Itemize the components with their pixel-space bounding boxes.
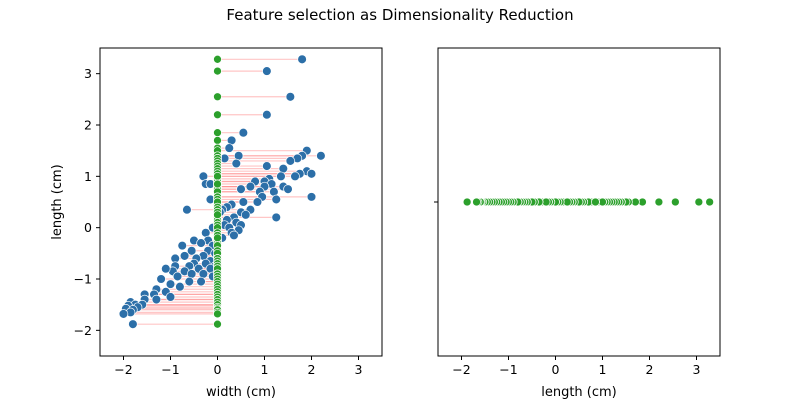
data-point-projected [213, 136, 222, 145]
axes-left: −2 −1 0 1 2 3 −2 −1 0 1 2 3 width (cm) length (cm) [50, 47, 383, 400]
y-tick-label: 2 [84, 118, 92, 133]
x-tick-label: 2 [646, 362, 654, 377]
data-point-original [252, 197, 263, 207]
axes-right-ticks: −2 −1 0 1 2 3 [434, 201, 701, 377]
data-point-original [306, 192, 317, 202]
x-tick-label: 0 [552, 362, 560, 377]
data-point-projected [213, 54, 222, 64]
x-tick-label: 1 [599, 362, 607, 377]
data-point-1d [654, 197, 664, 207]
data-point-original [283, 184, 293, 194]
data-point-original [151, 294, 162, 305]
data-point-original [182, 204, 192, 215]
axes-right: −2 −1 0 1 2 3 length (cm) [434, 47, 721, 400]
data-point-1d [462, 197, 472, 207]
data-point-1d [670, 197, 680, 207]
data-point-original [165, 292, 176, 302]
x-tick-label: 0 [214, 362, 222, 377]
data-point-original [236, 184, 246, 194]
data-point-original [179, 251, 190, 261]
x-axis-label-right: length (cm) [541, 385, 617, 400]
data-point-original [172, 271, 183, 282]
data-point-original [156, 274, 166, 284]
axes-left-frame [99, 47, 383, 357]
axes-left-ticks: −2 −1 0 1 2 3 −2 −1 0 1 2 3 [74, 66, 363, 377]
data-point-original [196, 276, 206, 287]
data-point-original [262, 66, 272, 76]
data-point-1d [705, 197, 715, 207]
data-point-projected [213, 128, 222, 138]
data-point-1d [472, 197, 481, 207]
data-point-original [262, 109, 272, 120]
data-point-original [177, 240, 188, 251]
data-point-original [161, 263, 171, 274]
data-point-projected [213, 319, 222, 329]
data-point-original [276, 171, 286, 182]
data-point-1d [591, 197, 600, 207]
data-point-original [285, 92, 296, 102]
data-point-projected [213, 233, 222, 243]
x-axis-label-left: width (cm) [206, 385, 276, 400]
data-point-projected [213, 179, 222, 189]
y-tick-label: 1 [84, 169, 92, 184]
data-point-projected [213, 171, 222, 181]
y-tick-label: −2 [74, 323, 92, 338]
x-tick-label: −2 [114, 362, 132, 377]
data-point-original [128, 319, 138, 329]
data-point-original [238, 197, 249, 207]
data-point-original [240, 210, 251, 220]
x-tick-label: 2 [308, 362, 316, 377]
x-tick-label: 3 [355, 362, 363, 377]
data-point-original [262, 161, 272, 171]
data-point-original [285, 156, 296, 166]
data-point-original [118, 309, 129, 319]
data-point-original [196, 238, 206, 248]
data-point-original [306, 169, 317, 179]
x-tick-label: 3 [693, 362, 701, 377]
data-point-original [229, 230, 239, 241]
y-tick-label: 0 [84, 220, 92, 235]
x-tick-label: 1 [261, 362, 269, 377]
data-point-original [271, 212, 282, 223]
projected-points [213, 54, 222, 329]
data-point-projected [213, 210, 222, 220]
projected-points-1d [462, 197, 715, 207]
x-tick-label: −1 [499, 362, 517, 377]
data-point-original [297, 54, 307, 65]
data-point-1d [694, 197, 704, 207]
y-axis-label-left: length (cm) [50, 164, 65, 240]
data-point-projected [213, 110, 222, 120]
data-point-original [238, 127, 249, 138]
data-point-projected [213, 309, 222, 319]
data-point-original [165, 279, 176, 289]
data-point-original [184, 276, 195, 287]
data-point-original [186, 246, 197, 256]
data-point-original [245, 181, 256, 192]
data-point-original [271, 194, 282, 205]
y-tick-label: 3 [84, 66, 92, 81]
data-point-original [224, 143, 235, 153]
x-tick-label: −2 [452, 362, 470, 377]
data-point-projected [213, 92, 222, 102]
data-point-original [316, 151, 326, 161]
x-tick-label: −1 [161, 362, 179, 377]
figure-title: Feature selection as Dimensionality Redu… [226, 6, 573, 24]
data-point-projected [213, 66, 222, 76]
y-tick-label: −1 [74, 272, 92, 287]
data-point-original [231, 158, 242, 169]
data-point-original [290, 171, 300, 182]
data-point-original [175, 281, 185, 292]
